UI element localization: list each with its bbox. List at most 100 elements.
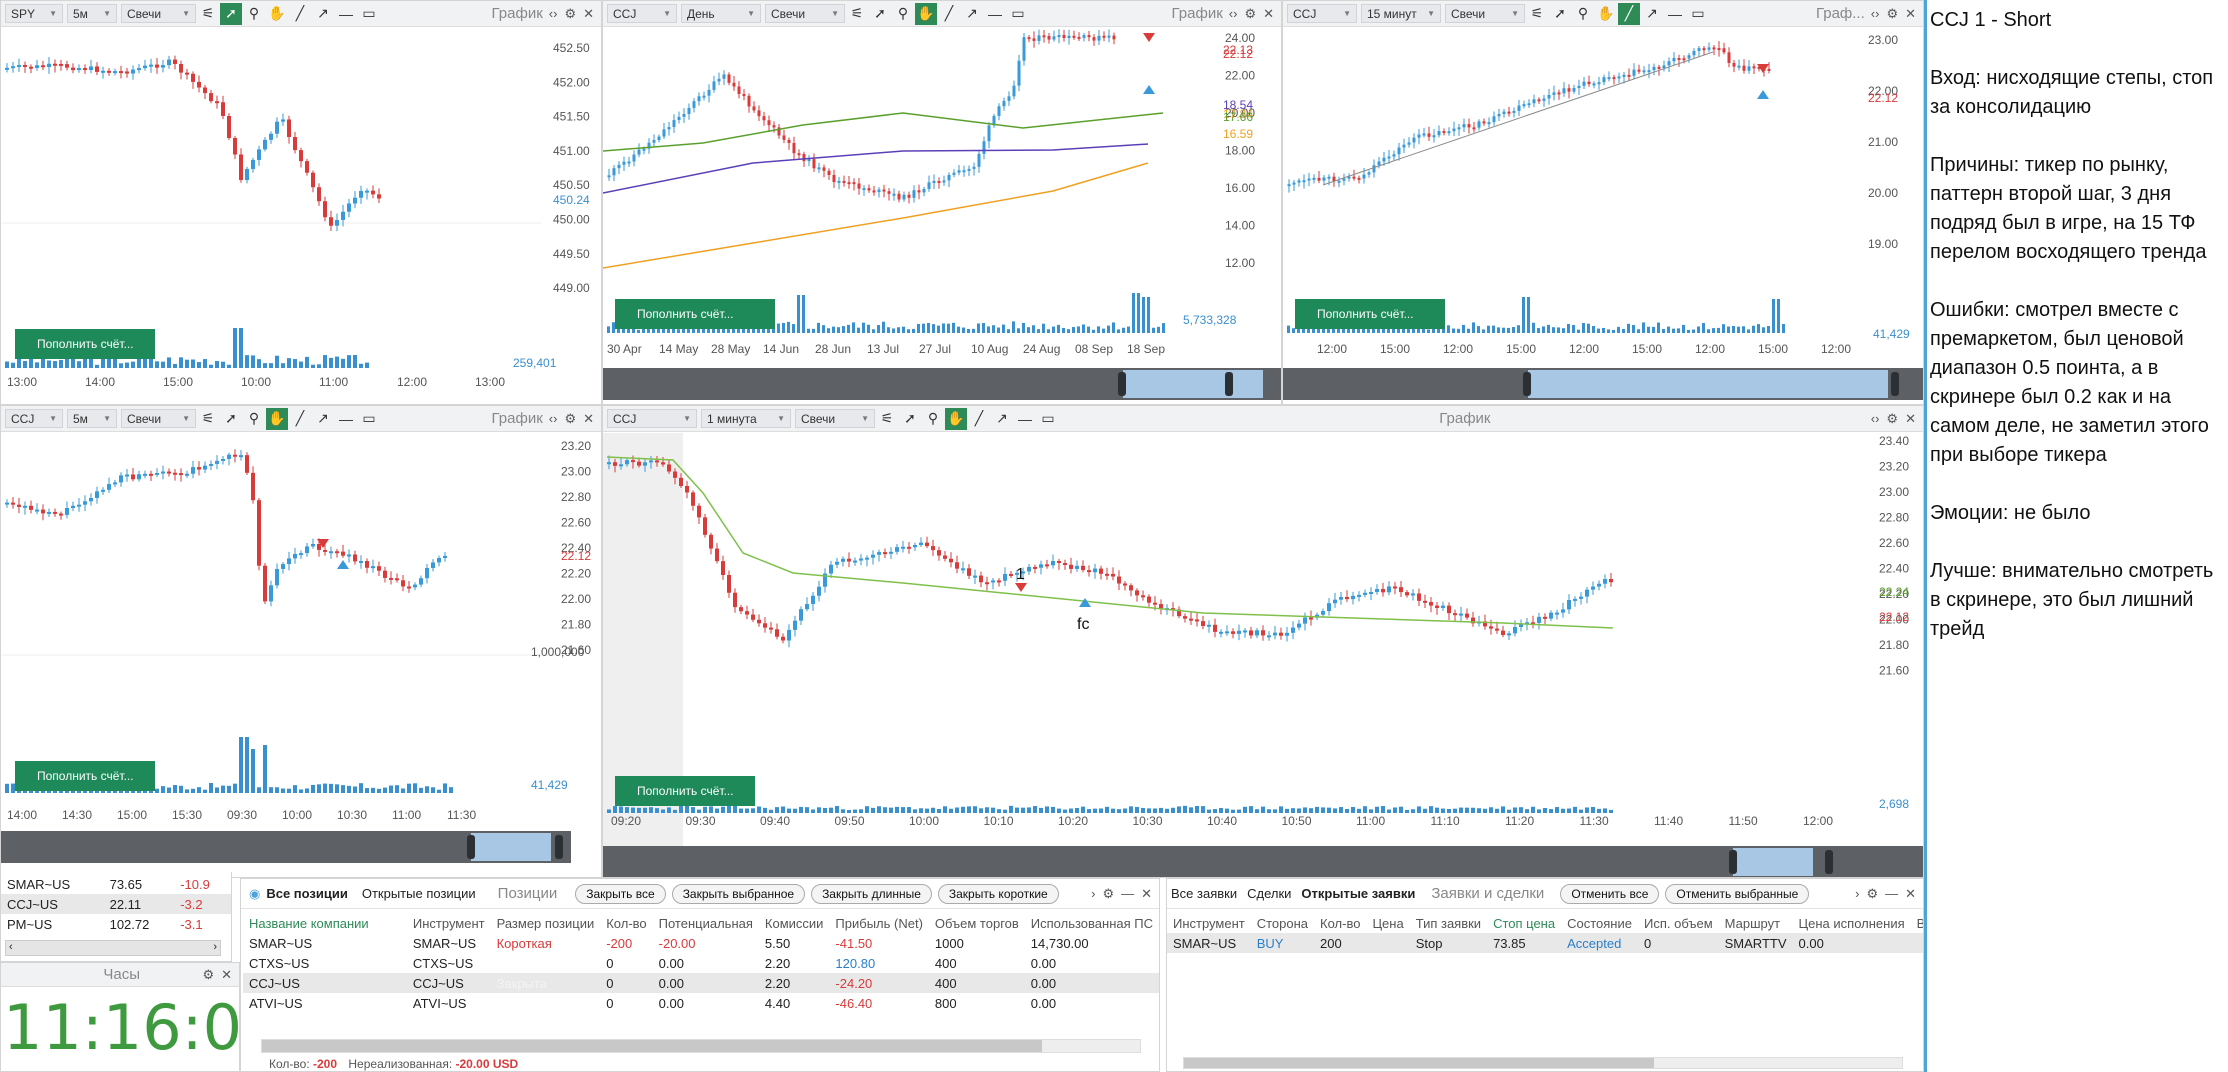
time-scroller[interactable] xyxy=(603,846,1923,877)
col-header[interactable]: Тип заявки xyxy=(1415,915,1482,931)
col-header[interactable]: Инструмент xyxy=(412,915,485,931)
symbol-select[interactable]: CCJ ▼ xyxy=(607,409,697,428)
price-chart[interactable]: 24.00 22.00 20.00 18.00 16.00 14.00 12.00 22.13… xyxy=(603,28,1281,368)
scroller-handle-left[interactable] xyxy=(1729,850,1737,874)
close-long-button[interactable]: Закрыть длинные xyxy=(811,883,932,904)
col-header[interactable]: Потенциальная xyxy=(658,915,753,931)
table-row[interactable]: SMAR~US SMAR~US Короткая -200 -20.00 5.5… xyxy=(243,933,1159,953)
indicators-icon[interactable]: ⚟ xyxy=(201,5,215,21)
cursor-icon[interactable]: ➚ xyxy=(1554,5,1566,21)
hline-icon[interactable]: — xyxy=(1668,5,1682,22)
indicators-icon[interactable]: ⚟ xyxy=(1530,5,1544,21)
line-icon[interactable]: ╱ xyxy=(1618,2,1640,25)
zoom-icon[interactable]: ⚲ xyxy=(248,5,260,21)
close-icon[interactable]: ✕ xyxy=(583,5,594,21)
scroller-handle-right[interactable] xyxy=(1825,850,1833,874)
close-all-button[interactable]: Закрыть все xyxy=(575,883,666,904)
gear-icon[interactable]: ⚙ xyxy=(564,5,577,21)
horizontal-scrollbar[interactable]: ‹ › xyxy=(5,940,221,956)
time-scroller[interactable] xyxy=(1,831,571,863)
fund-account-button[interactable]: Пополнить счёт... xyxy=(615,776,755,806)
rect-icon[interactable]: ▭ xyxy=(1011,5,1025,21)
arrow-icon[interactable]: ↗ xyxy=(996,410,1008,426)
minimize-icon[interactable]: — xyxy=(1885,886,1899,901)
scroller-handle-right[interactable] xyxy=(1891,372,1899,396)
hline-icon[interactable]: — xyxy=(1018,410,1032,427)
line-icon[interactable]: ╱ xyxy=(944,5,954,21)
table-row[interactable]: CCJ~US CCJ~US Закрыта 0 0.00 2.20 -24.20… xyxy=(243,973,1159,993)
indicators-icon[interactable]: ⚟ xyxy=(850,5,864,21)
price-chart[interactable]: 23.20 23.00 22.80 22.60 22.40 22.20 22.00 21.80… xyxy=(1,433,601,847)
line-icon[interactable]: ╱ xyxy=(295,410,305,426)
zoom-icon[interactable]: ⚲ xyxy=(927,410,939,426)
scroller-handle-right[interactable] xyxy=(1225,372,1233,396)
list-item[interactable]: PM~US 102.72 -3.1 xyxy=(1,914,231,934)
symbol-select[interactable]: CCJ ▼ xyxy=(607,4,677,23)
price-chart[interactable]: 452.50 452.00 451.50 451.00 450.50 450.00 449.… xyxy=(1,28,601,404)
gear-icon[interactable]: ⚙ xyxy=(1866,885,1879,901)
table-row[interactable]: SMAR~US BUY 200 Stop 73.85 Accepted 0 SM… xyxy=(1167,933,1923,953)
gear-icon[interactable]: ⚙ xyxy=(202,966,215,982)
symbol-select[interactable]: SPY ▼ xyxy=(5,4,63,23)
collapse-icon[interactable]: › xyxy=(1855,886,1860,901)
list-item[interactable]: CCJ~US 22.11 -3.2 xyxy=(1,894,231,914)
indicators-icon[interactable]: ⚟ xyxy=(201,410,215,426)
rect-icon[interactable]: ▭ xyxy=(1041,410,1055,426)
col-header[interactable]: Кол-во xyxy=(606,915,647,931)
tab-all-positions[interactable]: Все позиции xyxy=(266,886,348,901)
time-scroller[interactable] xyxy=(1283,368,1923,400)
tab-open-orders[interactable]: Открытые заявки xyxy=(1301,886,1416,901)
hline-icon[interactable]: — xyxy=(988,5,1002,22)
hand-icon[interactable]: ✋ xyxy=(915,2,937,25)
horizontal-scrollbar[interactable] xyxy=(1183,1057,1903,1069)
hand-icon[interactable]: ✋ xyxy=(945,407,967,430)
scroller-handle-left[interactable] xyxy=(467,835,475,859)
col-header[interactable]: Кол-во xyxy=(1320,915,1361,931)
hand-icon[interactable]: ✋ xyxy=(1597,5,1615,21)
rect-icon[interactable]: ▭ xyxy=(362,410,376,426)
interval-select[interactable]: 15 минут ▼ xyxy=(1361,4,1441,23)
collapse-icon[interactable]: › xyxy=(1091,886,1096,901)
col-header[interactable]: Размер позиции xyxy=(496,915,595,931)
close-icon[interactable]: ✕ xyxy=(583,410,594,426)
symbol-select[interactable]: CCJ ▼ xyxy=(5,409,63,428)
chart-type-select[interactable]: Свечи ▼ xyxy=(121,409,196,428)
fund-account-button[interactable]: Пополнить счёт... xyxy=(1295,299,1445,329)
close-short-button[interactable]: Закрыть короткие xyxy=(937,883,1059,904)
zoom-icon[interactable]: ⚲ xyxy=(248,410,260,426)
rect-icon[interactable]: ▭ xyxy=(1691,5,1705,21)
col-header[interactable]: Сторона xyxy=(1256,915,1309,931)
collapse-icon[interactable]: ‹› xyxy=(1228,6,1238,21)
minimize-icon[interactable]: — xyxy=(1121,886,1135,901)
close-icon[interactable]: ✕ xyxy=(1905,5,1916,21)
hand-icon[interactable]: ✋ xyxy=(266,407,288,430)
col-header[interactable]: Маршрут xyxy=(1724,915,1781,931)
close-icon[interactable]: ✕ xyxy=(221,966,232,982)
interval-select[interactable]: 5м ▼ xyxy=(67,4,117,23)
collapse-icon[interactable]: ‹› xyxy=(1870,6,1880,21)
arrow-icon[interactable]: ↗ xyxy=(317,410,329,426)
zoom-icon[interactable]: ⚲ xyxy=(897,5,909,21)
chart-type-select[interactable]: Свечи ▼ xyxy=(1445,4,1525,23)
chart-type-select[interactable]: Свечи ▼ xyxy=(765,4,845,23)
close-icon[interactable]: ✕ xyxy=(1905,885,1916,901)
col-header[interactable]: Стоп цена xyxy=(1493,915,1556,931)
col-header[interactable]: Комиссии xyxy=(764,915,824,931)
gear-icon[interactable]: ⚙ xyxy=(1886,410,1899,426)
arrow-icon[interactable]: ↗ xyxy=(1646,5,1658,21)
table-row[interactable]: CTXS~US CTXS~US 0 0.00 2.20 120.80 400 0… xyxy=(243,953,1159,973)
hline-icon[interactable]: — xyxy=(339,410,353,427)
col-header[interactable]: В xyxy=(1911,913,1923,933)
interval-select[interactable]: День ▼ xyxy=(681,4,761,23)
tab-open-positions[interactable]: Открытые позиции xyxy=(361,886,476,901)
hand-icon[interactable]: ✋ xyxy=(268,5,286,21)
cursor-icon[interactable]: ➚ xyxy=(220,2,242,25)
chart-type-select[interactable]: Свечи ▼ xyxy=(795,409,875,428)
cursor-icon[interactable]: ➚ xyxy=(225,410,237,426)
table-row[interactable]: ATVI~US ATVI~US 0 0.00 4.40 -46.40 800 0… xyxy=(243,993,1159,1013)
fund-account-button[interactable]: Пополнить счёт... xyxy=(15,761,155,791)
gear-icon[interactable]: ⚙ xyxy=(564,410,577,426)
interval-select[interactable]: 1 минута ▼ xyxy=(701,409,791,428)
col-header[interactable]: Цена xyxy=(1372,915,1404,931)
time-scroller[interactable] xyxy=(603,368,1281,400)
